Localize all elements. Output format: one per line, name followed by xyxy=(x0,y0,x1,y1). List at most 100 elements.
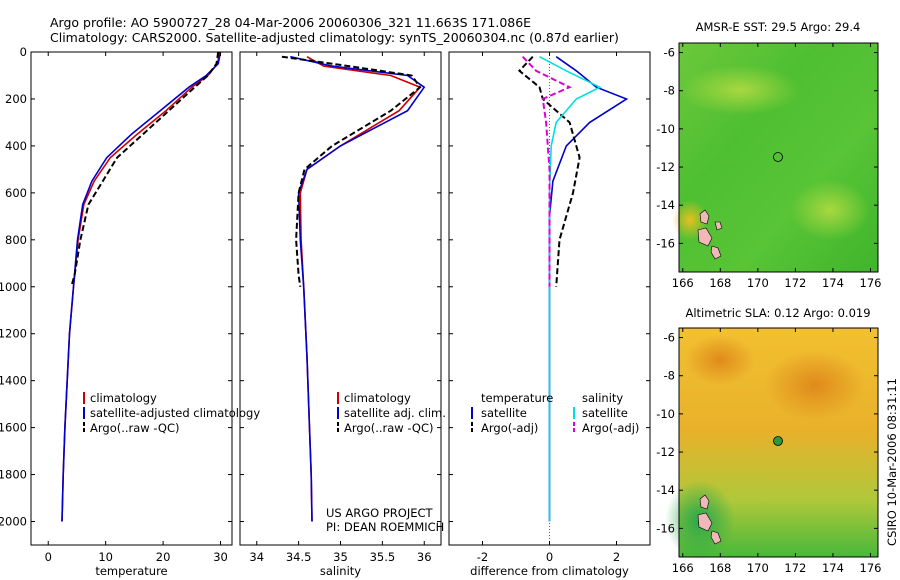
salinity-panel: 34 34.5 35 35.5 36 salinity xyxy=(239,51,442,578)
lon-tick-label: 176 xyxy=(860,561,882,575)
sst-warm-patch xyxy=(790,180,870,240)
x-tick-label: 35.5 xyxy=(370,550,396,564)
x-tick-label: -2 xyxy=(477,550,488,564)
lon-tick-label: 166 xyxy=(672,276,694,290)
y-tick-label: 600 xyxy=(5,186,27,200)
legend-label-climatology: climatology xyxy=(344,391,411,405)
plot-frame xyxy=(239,51,442,546)
lat-tick-label: -12 xyxy=(656,445,675,459)
legend-label-temp-argo: Argo(-adj) xyxy=(481,421,538,435)
pi-label: PI: DEAN ROEMMICH xyxy=(326,520,444,534)
series-line-argo-raw-qc- xyxy=(70,51,220,288)
temperature-legend: climatology satellite-adjusted climatolo… xyxy=(83,391,260,435)
lat-tick-label: -6 xyxy=(664,46,675,60)
legend-label-argo: Argo(..raw -QC) xyxy=(90,421,180,435)
sst-map-title: AMSR-E SST: 29.5 Argo: 29.4 xyxy=(696,20,861,34)
sst-map-frame xyxy=(678,42,879,273)
series-line-satellite-adjusted-climatology xyxy=(61,51,222,522)
project-label: US ARGO PROJECT xyxy=(326,506,434,520)
y-tick-label: 0 xyxy=(20,45,27,59)
lat-tick-label: -10 xyxy=(656,122,675,136)
sla-map: 166 168 170 172 174 176 -6 -8 -10 -12 -14 -16 xyxy=(656,327,882,575)
sst-map: 166 168 170 172 174 176 -6 -8 -10 -12 -14 -16 xyxy=(656,42,882,290)
series-line-satellite-adj-clim- xyxy=(290,55,426,522)
x-tick-label: 30 xyxy=(213,550,228,564)
x-tick-label: 36 xyxy=(417,550,432,564)
plot-frame xyxy=(30,51,233,546)
sst-warm-band xyxy=(680,65,800,115)
island-vanuatu-3 xyxy=(710,245,722,260)
island-vanuatu-2 xyxy=(697,512,713,532)
island-vanuatu-2 xyxy=(697,227,713,247)
legend-label-climatology: climatology xyxy=(90,391,157,405)
lat-tick-label: -8 xyxy=(664,369,675,383)
legend-title-salinity: salinity xyxy=(582,391,623,405)
series-line-climatology xyxy=(299,56,422,522)
lat-tick-label: -16 xyxy=(656,521,675,535)
lon-tick-label: 174 xyxy=(822,561,844,575)
sla-map-frame xyxy=(678,327,879,558)
y-tick-label: 1200 xyxy=(0,327,27,341)
lon-tick-label: 166 xyxy=(672,561,694,575)
series-line-salinity-satellite xyxy=(539,55,602,522)
lat-tick-label: -14 xyxy=(656,483,675,497)
x-axis-label: temperature xyxy=(95,564,167,578)
legend-label-satellite: satellite adj. clim. xyxy=(344,406,446,420)
x-tick-label: 0 xyxy=(45,550,52,564)
lat-tick-label: -8 xyxy=(664,84,675,98)
salinity-legend: climatology satellite adj. clim. Argo(..… xyxy=(337,391,446,435)
x-tick-label: 34.5 xyxy=(286,550,312,564)
island-vanuatu-1 xyxy=(699,494,710,510)
figure-title-line1: Argo profile: AO 5900727_28 04-Mar-2006 … xyxy=(50,15,531,30)
legend-label-temp-satellite: satellite xyxy=(481,406,527,420)
island-vanuatu-4 xyxy=(714,221,723,231)
y-tick-label: 400 xyxy=(5,139,27,153)
sla-float-marker xyxy=(773,436,783,446)
legend-label-argo: Argo(..raw -QC) xyxy=(344,421,434,435)
lon-tick-label: 174 xyxy=(822,276,844,290)
series-line-salinity-argo-adj- xyxy=(521,56,572,287)
y-tick-label: 800 xyxy=(5,233,27,247)
x-axis-label: salinity xyxy=(320,564,361,578)
series-line-temperature-argo-adj- xyxy=(517,56,581,287)
lat-tick-label: -12 xyxy=(656,160,675,174)
legend-label-satellite: satellite-adjusted climatology xyxy=(90,406,260,420)
lon-tick-label: 172 xyxy=(784,561,806,575)
series-line-temperature-satellite xyxy=(548,56,629,522)
y-tick-label: 1600 xyxy=(0,421,27,435)
sst-float-marker xyxy=(773,152,783,162)
sla-high-anomaly xyxy=(765,350,865,420)
lat-tick-label: -10 xyxy=(656,407,675,421)
timestamp-stamp: CSIRO 10-Mar-2006 08:31:11 xyxy=(885,378,899,546)
x-axis-label: difference from climatology xyxy=(470,564,629,578)
lon-tick-label: 176 xyxy=(860,276,882,290)
lon-tick-label: 168 xyxy=(709,276,731,290)
lon-tick-label: 168 xyxy=(709,561,731,575)
x-tick-label: 10 xyxy=(98,550,113,564)
x-tick-label: 34 xyxy=(249,550,264,564)
legend-title-temperature: temperature xyxy=(481,391,553,405)
sla-map-title: Altimetric SLA: 0.12 Argo: 0.019 xyxy=(685,306,870,320)
lon-tick-label: 170 xyxy=(747,276,769,290)
lat-tick-label: -6 xyxy=(664,331,675,345)
lon-tick-label: 172 xyxy=(784,276,806,290)
island-vanuatu-3 xyxy=(710,530,722,545)
series-line-argo-raw-qc- xyxy=(281,55,422,287)
temperature-panel: 0 10 20 30 0 200 400 600 800 1000 1200 1400 1600 1800… xyxy=(0,45,233,578)
lat-tick-label: -14 xyxy=(656,198,675,212)
x-tick-label: 2 xyxy=(613,550,620,564)
figure-title-line2: Climatology: CARS2000. Satellite-adjuste… xyxy=(50,30,619,45)
x-tick-label: 35 xyxy=(333,550,348,564)
lat-tick-label: -16 xyxy=(656,236,675,250)
lon-tick-label: 170 xyxy=(747,561,769,575)
legend-label-sal-argo: Argo(-adj) xyxy=(582,421,639,435)
y-tick-label: 1800 xyxy=(0,468,27,482)
x-tick-label: 20 xyxy=(156,550,171,564)
island-vanuatu-1 xyxy=(699,209,710,225)
x-tick-label: 0 xyxy=(546,550,553,564)
y-tick-label: 2000 xyxy=(0,515,27,529)
series-line-climatology xyxy=(61,51,221,522)
y-tick-label: 200 xyxy=(5,92,27,106)
